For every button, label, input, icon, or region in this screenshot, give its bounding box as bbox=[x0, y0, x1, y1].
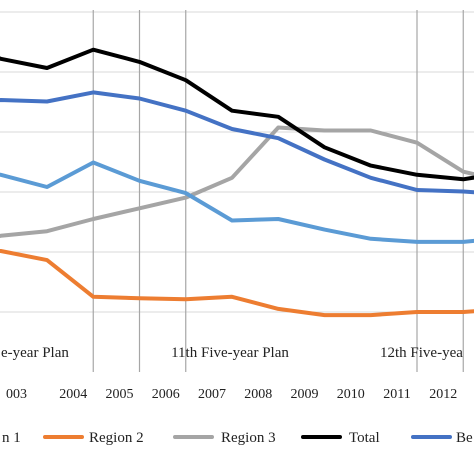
x-tick-label: 2011 bbox=[383, 387, 410, 402]
x-tick-label: 2006 bbox=[152, 387, 180, 402]
legend-label-2: Region 3 bbox=[221, 430, 276, 446]
series-line-be bbox=[0, 90, 474, 195]
legend-label-0: n 1 bbox=[2, 430, 21, 446]
series-line-region-1 bbox=[0, 160, 474, 244]
legend-label-4: Be bbox=[456, 430, 473, 446]
series-line-region-2 bbox=[0, 249, 474, 318]
x-tick-label: 2007 bbox=[198, 387, 226, 402]
series-line-region-3 bbox=[0, 125, 474, 238]
x-tick-label: 003 bbox=[6, 387, 27, 402]
legend-label-1: Region 2 bbox=[89, 430, 144, 446]
x-tick-label: 2008 bbox=[244, 387, 272, 402]
legend-label-3: Total bbox=[349, 430, 380, 446]
plan-label-2: 12th Five-yea bbox=[380, 345, 463, 361]
x-tick-label: 2004 bbox=[59, 387, 87, 402]
x-tick-label: 2009 bbox=[291, 387, 319, 402]
x-tick-label: 2010 bbox=[337, 387, 365, 402]
legend: n 1 Region 2 Region 3 Total Be bbox=[2, 430, 473, 446]
plan-labels: e-year Plan 11th Five-year Plan 12th Five-… bbox=[1, 345, 463, 361]
x-tick-label: 2012 bbox=[429, 387, 457, 402]
plan-label-1: 11th Five-year Plan bbox=[171, 345, 289, 361]
x-axis-tick-labels: 0032004200520062007200820092010201120122… bbox=[6, 387, 457, 402]
x-tick-label: 2005 bbox=[106, 387, 134, 402]
series-line-total bbox=[0, 47, 474, 182]
plan-label-0: e-year Plan bbox=[1, 345, 69, 361]
series-lines bbox=[0, 47, 474, 318]
